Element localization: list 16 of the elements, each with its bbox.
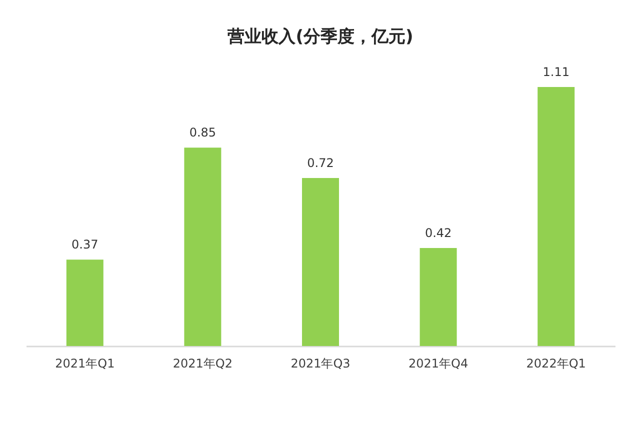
x-tick-label: 2021年Q3 bbox=[290, 356, 350, 370]
x-tick-label: 2021年Q1 bbox=[55, 356, 115, 370]
bar bbox=[66, 260, 104, 346]
data-label: 0.42 bbox=[424, 226, 452, 240]
data-label: 1.11 bbox=[542, 65, 570, 79]
bar bbox=[302, 178, 339, 346]
x-tick-label: 2021年Q2 bbox=[172, 356, 233, 370]
data-label: 0.85 bbox=[189, 126, 216, 140]
data-label: 0.72 bbox=[307, 156, 334, 170]
bar bbox=[420, 248, 457, 346]
data-label: 0.37 bbox=[72, 238, 98, 252]
chart-title: 营业收入(分季度，亿元) bbox=[226, 27, 414, 47]
x-tick-label: 2022年Q1 bbox=[526, 356, 586, 370]
bar bbox=[538, 87, 575, 346]
bar bbox=[184, 148, 222, 346]
x-tick-label: 2021年Q4 bbox=[408, 356, 468, 370]
